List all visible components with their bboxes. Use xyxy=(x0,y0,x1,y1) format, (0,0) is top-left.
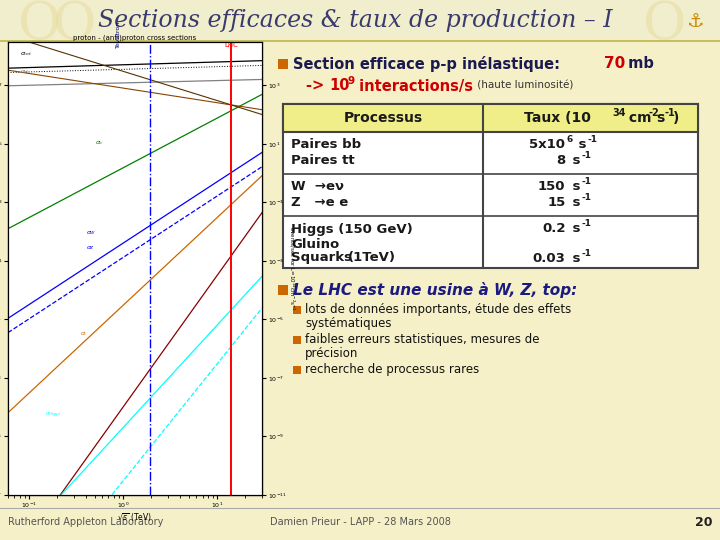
Text: 150: 150 xyxy=(538,180,565,193)
Text: 8: 8 xyxy=(557,154,565,167)
Text: ): ) xyxy=(672,111,679,125)
Text: s: s xyxy=(569,180,581,193)
Text: (1TeV): (1TeV) xyxy=(348,252,396,265)
Text: systématiques: systématiques xyxy=(305,316,392,329)
Text: recherche de processus rares: recherche de processus rares xyxy=(305,363,480,376)
Text: W  →eν: W →eν xyxy=(291,180,344,193)
Bar xyxy=(293,366,301,374)
Text: s: s xyxy=(657,111,665,125)
Text: $\sigma_{tot}$: $\sigma_{tot}$ xyxy=(19,50,32,58)
Text: Le LHC est une usine à W, Z, top:: Le LHC est une usine à W, Z, top: xyxy=(293,282,577,298)
Text: Paires tt: Paires tt xyxy=(291,154,355,167)
Text: 5x10: 5x10 xyxy=(529,138,565,152)
Text: s: s xyxy=(569,252,581,265)
Text: -1: -1 xyxy=(582,152,592,160)
Text: faibles erreurs statistiques, mesures de: faibles erreurs statistiques, mesures de xyxy=(305,334,539,347)
Text: Higgs (150 GeV): Higgs (150 GeV) xyxy=(291,222,413,235)
Text: lots de données importants, étude des effets: lots de données importants, étude des ef… xyxy=(305,303,571,316)
Text: s: s xyxy=(575,138,587,152)
Text: $\sigma_{Higgs}$: $\sigma_{Higgs}$ xyxy=(45,411,62,420)
Bar xyxy=(8,42,262,495)
Text: s: s xyxy=(569,154,581,167)
Text: Sections efficaces & taux de production – I: Sections efficaces & taux de production … xyxy=(98,10,612,32)
Text: Taux (10: Taux (10 xyxy=(523,111,590,125)
Text: Paires bb: Paires bb xyxy=(291,138,361,152)
Bar xyxy=(283,104,698,132)
Text: Processus: Processus xyxy=(343,111,423,125)
Text: -1: -1 xyxy=(582,248,592,258)
Text: s: s xyxy=(569,222,581,235)
Bar xyxy=(293,306,301,314)
Y-axis label: events/sec for L=10$^{34}$cm$^{-2}$s$^{-1}$: events/sec for L=10$^{34}$cm$^{-2}$s$^{-… xyxy=(287,226,296,311)
Text: -1: -1 xyxy=(665,108,675,118)
Text: O: O xyxy=(643,0,687,50)
Bar xyxy=(278,285,288,295)
Text: Damien Prieur - LAPP - 28 Mars 2008: Damien Prieur - LAPP - 28 Mars 2008 xyxy=(269,517,451,527)
Text: -1: -1 xyxy=(582,193,592,202)
Text: 15: 15 xyxy=(547,197,565,210)
Text: Tevatron: Tevatron xyxy=(116,21,121,49)
Text: $\sigma_W$: $\sigma_W$ xyxy=(86,230,96,237)
Text: ->: -> xyxy=(306,78,329,93)
Text: -1: -1 xyxy=(582,219,592,228)
Title: proton - (anti)proton cross sections: proton - (anti)proton cross sections xyxy=(73,34,197,40)
Text: Rutherford Appleton Laboratory: Rutherford Appleton Laboratory xyxy=(8,517,163,527)
Text: $\sigma_t$: $\sigma_t$ xyxy=(80,330,88,338)
Text: $\sigma_b$: $\sigma_b$ xyxy=(94,139,103,147)
Bar xyxy=(0,0,720,40)
Text: 0.2: 0.2 xyxy=(542,222,565,235)
Text: ⚓: ⚓ xyxy=(686,11,703,30)
Text: 9: 9 xyxy=(347,76,354,86)
Text: interactions/s: interactions/s xyxy=(354,78,473,93)
Text: (haute luminosité): (haute luminosité) xyxy=(474,81,573,91)
X-axis label: $\sqrt{s}$ (TeV): $\sqrt{s}$ (TeV) xyxy=(117,511,153,524)
Bar xyxy=(293,336,301,344)
Text: Section efficace p-p inélastique:: Section efficace p-p inélastique: xyxy=(293,56,565,72)
Text: -2: -2 xyxy=(649,108,660,118)
Text: Gluino: Gluino xyxy=(291,239,339,252)
Text: O: O xyxy=(53,0,96,50)
Bar xyxy=(0,40,720,42)
Text: Squarks: Squarks xyxy=(291,252,352,265)
Text: 10: 10 xyxy=(329,78,349,93)
Text: cm: cm xyxy=(624,111,651,125)
Text: 6: 6 xyxy=(567,136,572,145)
Text: LHC: LHC xyxy=(224,43,238,49)
Bar xyxy=(283,104,698,268)
Text: $\sigma_Z$: $\sigma_Z$ xyxy=(86,244,94,252)
Text: O: O xyxy=(18,0,62,50)
Text: 34: 34 xyxy=(613,108,626,118)
Text: s: s xyxy=(569,197,581,210)
Text: -1: -1 xyxy=(582,178,592,186)
Text: mb: mb xyxy=(623,57,654,71)
Text: $\sigma_{el}$: $\sigma_{el}$ xyxy=(19,69,30,77)
Text: 20: 20 xyxy=(695,516,712,529)
Text: -1: -1 xyxy=(588,136,598,145)
Text: 70: 70 xyxy=(604,57,625,71)
Text: Z   →e e: Z →e e xyxy=(291,197,348,210)
Text: précision: précision xyxy=(305,347,359,360)
Bar xyxy=(278,59,288,69)
Text: 0.03: 0.03 xyxy=(533,252,565,265)
